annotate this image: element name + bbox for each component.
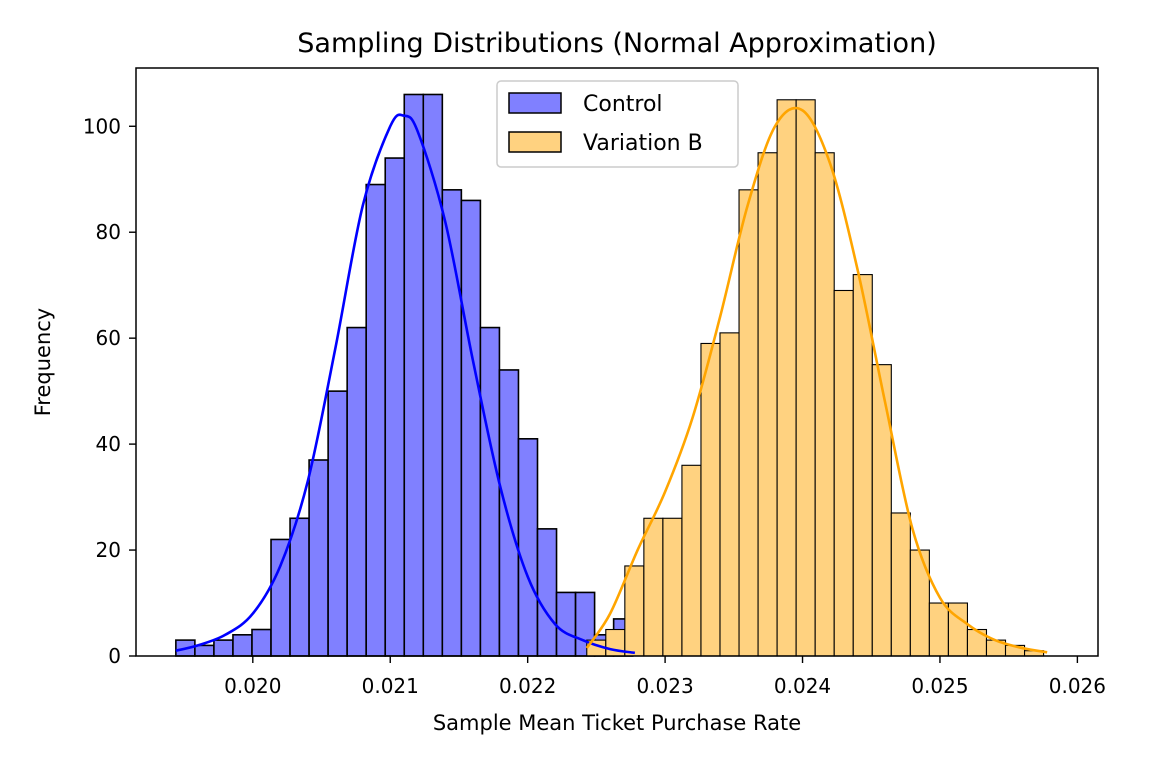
legend-swatch-variation-b bbox=[508, 131, 562, 153]
histogram-bar-variation-b bbox=[909, 549, 930, 657]
histogram-bar-control bbox=[441, 189, 463, 657]
x-tick-label: 0.025 bbox=[911, 674, 968, 698]
histogram-bar-control bbox=[327, 390, 348, 657]
histogram-bar-control bbox=[384, 157, 406, 657]
y-axis: 0 20 40 60 80 100 bbox=[83, 114, 136, 668]
legend: Control Variation B bbox=[496, 80, 739, 168]
histogram-bar-variation-b bbox=[795, 99, 816, 657]
y-tick-label: 80 bbox=[96, 220, 121, 244]
x-tick-label: 0.020 bbox=[224, 674, 281, 698]
histogram-bar-variation-b bbox=[662, 517, 683, 657]
histogram-bar-variation-b bbox=[776, 99, 797, 657]
x-tick-label: 0.021 bbox=[362, 674, 419, 698]
histogram-bar-variation-b bbox=[719, 332, 740, 657]
x-tick-label: 0.026 bbox=[1049, 674, 1106, 698]
histogram-bar-control bbox=[517, 438, 539, 657]
kde-curve-control bbox=[175, 113, 636, 655]
histogram-bar-variation-b bbox=[624, 565, 645, 657]
histogram-bar-variation-b bbox=[833, 289, 854, 657]
curves-layer bbox=[175, 106, 1048, 655]
histogram-bar-control bbox=[536, 528, 558, 657]
histogram-bar-variation-b bbox=[852, 274, 873, 657]
y-axis-title: Frequency bbox=[31, 308, 55, 417]
legend-swatch-control bbox=[508, 92, 562, 114]
histogram-bar-variation-b bbox=[681, 464, 702, 657]
histogram-bar-control bbox=[403, 93, 425, 657]
bars-layer bbox=[175, 93, 1045, 657]
histogram-bar-variation-b bbox=[738, 189, 759, 657]
histogram-bar-variation-b bbox=[700, 342, 721, 657]
histogram-bar-control bbox=[555, 591, 577, 657]
histogram-bar-control bbox=[213, 639, 234, 657]
legend-label-variation-b: Variation B bbox=[583, 131, 703, 156]
histogram-bar-control bbox=[365, 183, 387, 657]
histogram-bar-control bbox=[251, 628, 272, 657]
y-tick-label: 60 bbox=[96, 326, 121, 350]
histogram-bar-variation-b bbox=[890, 512, 911, 657]
chart-title: Sampling Distributions (Normal Approxima… bbox=[297, 28, 936, 59]
histogram-bar-control bbox=[498, 369, 520, 657]
x-tick-label: 0.024 bbox=[774, 674, 831, 698]
legend-label-control: Control bbox=[583, 92, 663, 117]
histogram-bar-control bbox=[270, 538, 291, 657]
histogram-bar-control bbox=[289, 517, 310, 657]
y-tick-label: 0 bbox=[108, 644, 121, 668]
histogram-bar-control bbox=[232, 634, 253, 657]
x-tick-label: 0.023 bbox=[636, 674, 693, 698]
x-axis-title: Sample Mean Ticket Purchase Rate bbox=[433, 711, 801, 735]
histogram-bar-variation-b bbox=[757, 152, 778, 657]
histogram-bar-variation-b bbox=[814, 152, 835, 657]
y-tick-label: 20 bbox=[96, 538, 121, 562]
histogram-bar-variation-b bbox=[643, 517, 664, 657]
histogram-bar-control bbox=[308, 459, 329, 657]
y-tick-label: 40 bbox=[96, 432, 121, 456]
histogram-bar-variation-b bbox=[928, 602, 949, 657]
x-tick-label: 0.022 bbox=[499, 674, 556, 698]
kde-curve-variation-b bbox=[585, 106, 1048, 654]
y-tick-label: 100 bbox=[83, 114, 121, 138]
x-axis: 0.020 0.021 0.022 0.023 0.024 0.025 0.026 bbox=[224, 656, 1106, 698]
histogram-bar-control bbox=[194, 644, 215, 657]
histogram-bar-variation-b bbox=[871, 364, 892, 657]
histogram-bar-control bbox=[346, 326, 367, 657]
histogram-bar-control bbox=[479, 326, 501, 657]
plot-frame bbox=[135, 67, 1099, 657]
histogram-bar-control bbox=[460, 199, 482, 657]
